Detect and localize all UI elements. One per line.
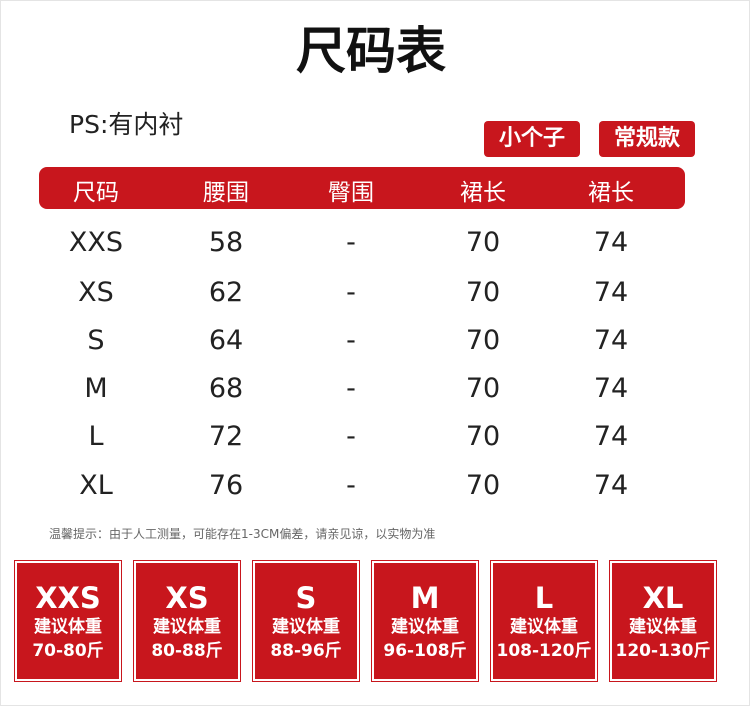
title: 尺码表 bbox=[296, 22, 446, 80]
card-size: XL bbox=[642, 581, 684, 615]
table-cell: S bbox=[87, 325, 105, 356]
card-range: 70-80斤 bbox=[32, 641, 104, 661]
table-cell: 68 bbox=[208, 373, 244, 404]
lining-note: PS:有内衬 bbox=[69, 110, 184, 139]
header-bar bbox=[39, 167, 685, 209]
header-cell: 裙长 bbox=[588, 180, 634, 206]
table-cell: 74 bbox=[593, 373, 629, 404]
size-card: M 建议体重 96-108斤 bbox=[371, 560, 479, 682]
table-cell: - bbox=[346, 373, 356, 404]
header-cell: 腰围 bbox=[203, 180, 249, 206]
table-cell: XS bbox=[78, 277, 114, 308]
table-cell: - bbox=[346, 421, 356, 452]
card-size: XS bbox=[165, 581, 209, 615]
header-cell: 尺码 bbox=[73, 180, 119, 206]
table-cell: 70 bbox=[465, 277, 501, 308]
card-label: 建议体重 bbox=[629, 617, 697, 637]
table-cell: 64 bbox=[208, 325, 244, 356]
card-label: 建议体重 bbox=[391, 617, 459, 637]
header-cell: 臀围 bbox=[328, 180, 374, 206]
table-cell: - bbox=[346, 227, 356, 258]
size-card: XS 建议体重 80-88斤 bbox=[133, 560, 241, 682]
card-label: 建议体重 bbox=[272, 617, 340, 637]
card-size: L bbox=[534, 581, 554, 615]
table-cell: 58 bbox=[208, 227, 244, 258]
size-card: L 建议体重 108-120斤 bbox=[490, 560, 598, 682]
table-cell: 70 bbox=[465, 227, 501, 258]
card-size: S bbox=[295, 581, 317, 615]
size-card: S 建议体重 88-96斤 bbox=[252, 560, 360, 682]
table-cell: M bbox=[84, 373, 108, 404]
card-range: 88-96斤 bbox=[270, 641, 342, 661]
table-cell: 70 bbox=[465, 421, 501, 452]
table-cell: 74 bbox=[593, 470, 629, 501]
table-cell: 74 bbox=[593, 421, 629, 452]
card-range: 108-120斤 bbox=[496, 641, 592, 661]
size-card: XL 建议体重 120-130斤 bbox=[609, 560, 717, 682]
card-label: 建议体重 bbox=[510, 617, 578, 637]
header-cell: 裙长 bbox=[460, 180, 506, 206]
card-label: 建议体重 bbox=[34, 617, 102, 637]
card-size: XXS bbox=[35, 581, 101, 615]
table-cell: 74 bbox=[593, 277, 629, 308]
column-tag: 常规款 bbox=[599, 121, 695, 157]
table-cell: 70 bbox=[465, 325, 501, 356]
column-tag: 小个子 bbox=[484, 121, 580, 157]
table-cell: XXS bbox=[68, 227, 124, 258]
table-cell: 70 bbox=[465, 470, 501, 501]
table-cell: 74 bbox=[593, 227, 629, 258]
card-size: M bbox=[410, 581, 440, 615]
card-label: 建议体重 bbox=[153, 617, 221, 637]
table-cell: L bbox=[88, 421, 104, 452]
card-range: 80-88斤 bbox=[151, 641, 223, 661]
table-cell: XL bbox=[79, 470, 113, 501]
table-cell: 76 bbox=[208, 470, 244, 501]
table-cell: 74 bbox=[593, 325, 629, 356]
table-cell: - bbox=[346, 470, 356, 501]
table-cell: 72 bbox=[208, 421, 244, 452]
size-card: XXS 建议体重 70-80斤 bbox=[14, 560, 122, 682]
footnote: 温馨提示：由于人工测量，可能存在1-3CM偏差，请亲见谅，以实物为准 bbox=[49, 527, 436, 541]
card-range: 96-108斤 bbox=[383, 641, 467, 661]
table-cell: 70 bbox=[465, 373, 501, 404]
card-range: 120-130斤 bbox=[615, 641, 711, 661]
table-cell: - bbox=[346, 277, 356, 308]
table-cell: 62 bbox=[208, 277, 244, 308]
table-cell: - bbox=[346, 325, 356, 356]
